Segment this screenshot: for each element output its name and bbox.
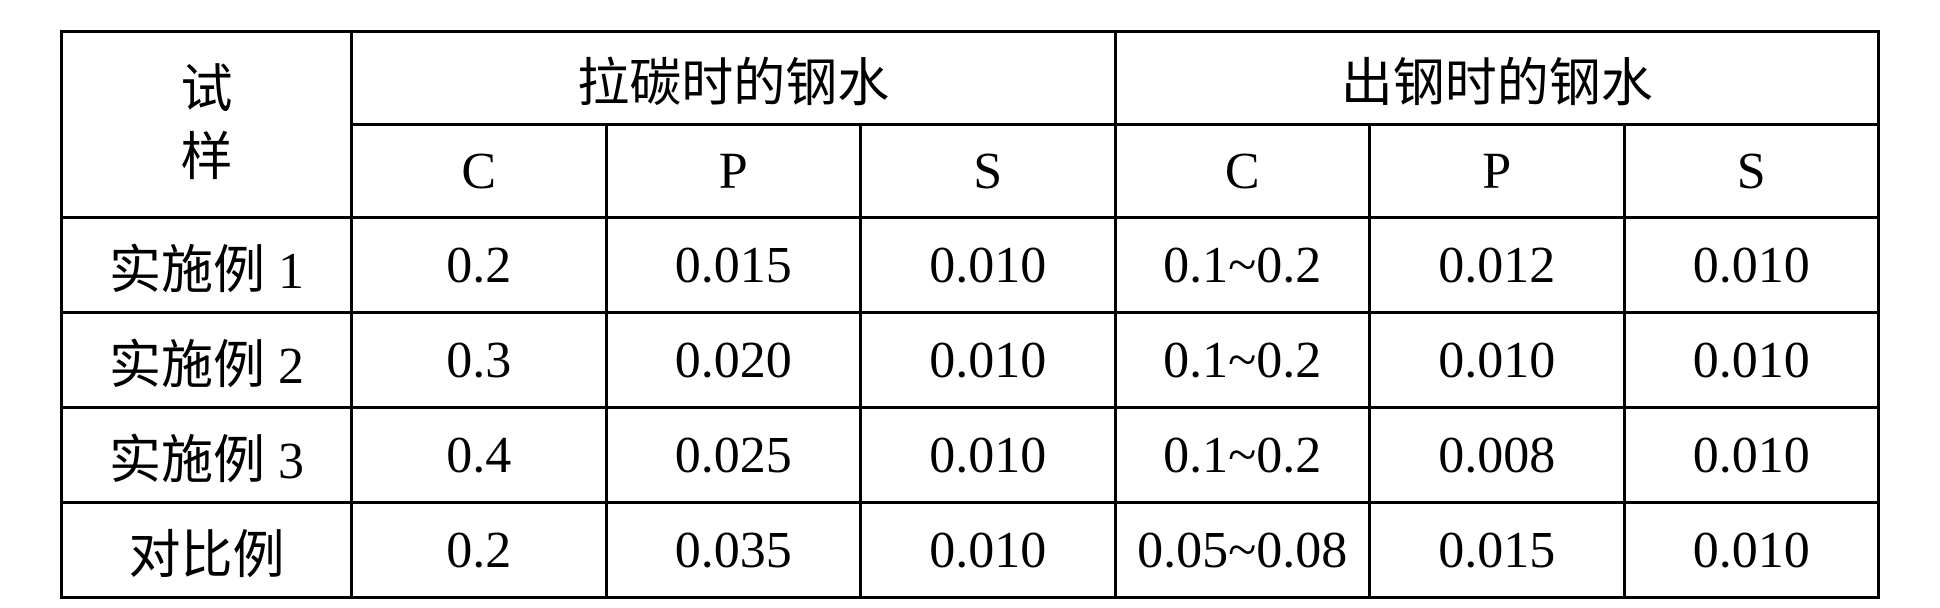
cell: 0.010 [861, 503, 1116, 598]
header-group-2: 出钢时的钢水 [1115, 32, 1879, 125]
cell: 0.1~0.2 [1115, 313, 1370, 408]
subheader-c-1: C [352, 125, 607, 218]
cell: 0.015 [1370, 503, 1625, 598]
cell: 0.2 [352, 503, 607, 598]
cell: 0.010 [1624, 503, 1879, 598]
cell: 0.020 [606, 313, 861, 408]
subheader-p-2: P [1370, 125, 1625, 218]
cell: 0.05~0.08 [1115, 503, 1370, 598]
subheader-p-1: P [606, 125, 861, 218]
table-row: 对比例 0.2 0.035 0.010 0.05~0.08 0.015 0.01… [62, 503, 1879, 598]
row-label: 实施例 1 [62, 218, 352, 313]
cell: 0.012 [1370, 218, 1625, 313]
header-sample: 试 样 [62, 32, 352, 218]
cell: 0.010 [1624, 408, 1879, 503]
table-row: 实施例 2 0.3 0.020 0.010 0.1~0.2 0.010 0.01… [62, 313, 1879, 408]
cell: 0.2 [352, 218, 607, 313]
row-label: 实施例 3 [62, 408, 352, 503]
subheader-s-1: S [861, 125, 1116, 218]
header-group-1: 拉碳时的钢水 [352, 32, 1116, 125]
row-label: 对比例 [62, 503, 352, 598]
subheader-s-2: S [1624, 125, 1879, 218]
cell: 0.4 [352, 408, 607, 503]
cell: 0.008 [1370, 408, 1625, 503]
cell: 0.010 [1370, 313, 1625, 408]
cell: 0.015 [606, 218, 861, 313]
header-sample-line1: 试 [180, 62, 232, 119]
page-container: { "table": { "border_color": "#000000", … [0, 0, 1940, 608]
data-table: 试 样 拉碳时的钢水 出钢时的钢水 C P S C P S 实施例 1 0.2 … [60, 30, 1880, 599]
subheader-c-2: C [1115, 125, 1370, 218]
cell: 0.1~0.2 [1115, 218, 1370, 313]
cell: 0.3 [352, 313, 607, 408]
table-row: 实施例 3 0.4 0.025 0.010 0.1~0.2 0.008 0.01… [62, 408, 1879, 503]
cell: 0.010 [1624, 313, 1879, 408]
table-row: 实施例 1 0.2 0.015 0.010 0.1~0.2 0.012 0.01… [62, 218, 1879, 313]
header-sample-line2: 样 [180, 130, 232, 187]
cell: 0.035 [606, 503, 861, 598]
cell: 0.010 [861, 313, 1116, 408]
cell: 0.010 [861, 218, 1116, 313]
cell: 0.025 [606, 408, 861, 503]
cell: 0.1~0.2 [1115, 408, 1370, 503]
row-label: 实施例 2 [62, 313, 352, 408]
cell: 0.010 [861, 408, 1116, 503]
header-row-1: 试 样 拉碳时的钢水 出钢时的钢水 [62, 32, 1879, 125]
cell: 0.010 [1624, 218, 1879, 313]
